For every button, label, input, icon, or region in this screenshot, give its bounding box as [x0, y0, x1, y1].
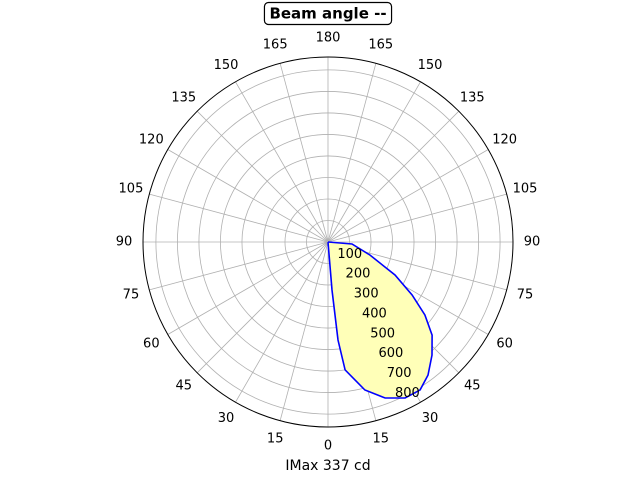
theta-tick-label: 30 — [218, 411, 235, 426]
theta-tick-label: 165 — [368, 37, 393, 52]
polar-frame — [142, 56, 514, 428]
r-tick-label: 600 — [378, 346, 403, 361]
theta-tick-label: 60 — [143, 337, 160, 352]
r-tick-label: 300 — [354, 287, 379, 302]
grid-line — [279, 63, 329, 243]
grid-circle — [306, 220, 350, 264]
theta-tick-label: 105 — [119, 182, 144, 197]
theta-tick-label: 120 — [492, 133, 517, 148]
theta-tick-label: 165 — [263, 37, 288, 52]
theta-tick-label: 120 — [139, 133, 164, 148]
grid-circle — [241, 155, 415, 329]
r-tick-label: 100 — [337, 247, 362, 262]
theta-tick-label: 105 — [513, 182, 538, 197]
grid-line — [235, 241, 329, 403]
grid-line — [167, 241, 329, 335]
grid-circle — [198, 112, 458, 372]
grid-line — [327, 81, 421, 243]
grid-line — [327, 63, 377, 243]
grid-circle — [284, 198, 372, 286]
x-axis-label: IMax 337 cd — [285, 458, 370, 474]
grid-circle — [263, 177, 393, 307]
theta-tick-label: 75 — [517, 287, 534, 302]
r-tick-label: 200 — [346, 267, 371, 282]
grid-line — [327, 149, 489, 243]
grid-line — [327, 110, 460, 243]
grid-line — [279, 241, 329, 421]
theta-tick-label: 90 — [116, 235, 133, 250]
line — [327, 241, 433, 399]
grid-circle — [177, 91, 479, 393]
grid-line — [235, 81, 329, 243]
theta-tick-label: 60 — [496, 337, 513, 352]
theta-tick-label: 0 — [324, 439, 332, 454]
theta-tick-label: 30 — [422, 411, 439, 426]
r-tick-label: 800 — [395, 386, 420, 401]
grid-line — [327, 193, 507, 243]
grid-circle — [155, 69, 501, 415]
theta-tick-label: 135 — [171, 90, 196, 105]
area — [328, 242, 433, 398]
r-tick-label: 700 — [387, 366, 412, 381]
theta-tick-label: 135 — [460, 90, 485, 105]
theta-tick-label: 45 — [175, 379, 192, 394]
chart-title: Beam angle -- — [269, 5, 386, 23]
grid-line — [149, 241, 329, 291]
grid-circle — [220, 134, 436, 350]
theta-tick-label: 15 — [373, 432, 390, 447]
grid-line — [149, 193, 329, 243]
theta-tick-label: 45 — [464, 379, 481, 394]
r-tick-label: 400 — [362, 306, 387, 321]
theta-tick-label: 150 — [418, 58, 443, 73]
theta-tick-label: 15 — [267, 432, 284, 447]
title-box — [263, 1, 393, 26]
theta-tick-label: 150 — [214, 58, 239, 73]
grid-line — [196, 110, 329, 243]
r-tick-label: 500 — [370, 326, 395, 341]
theta-tick-label: 90 — [524, 235, 541, 250]
grid-line — [196, 241, 329, 374]
theta-tick-label: 180 — [316, 31, 341, 46]
theta-tick-label: 75 — [123, 287, 140, 302]
grid-line — [167, 149, 329, 243]
